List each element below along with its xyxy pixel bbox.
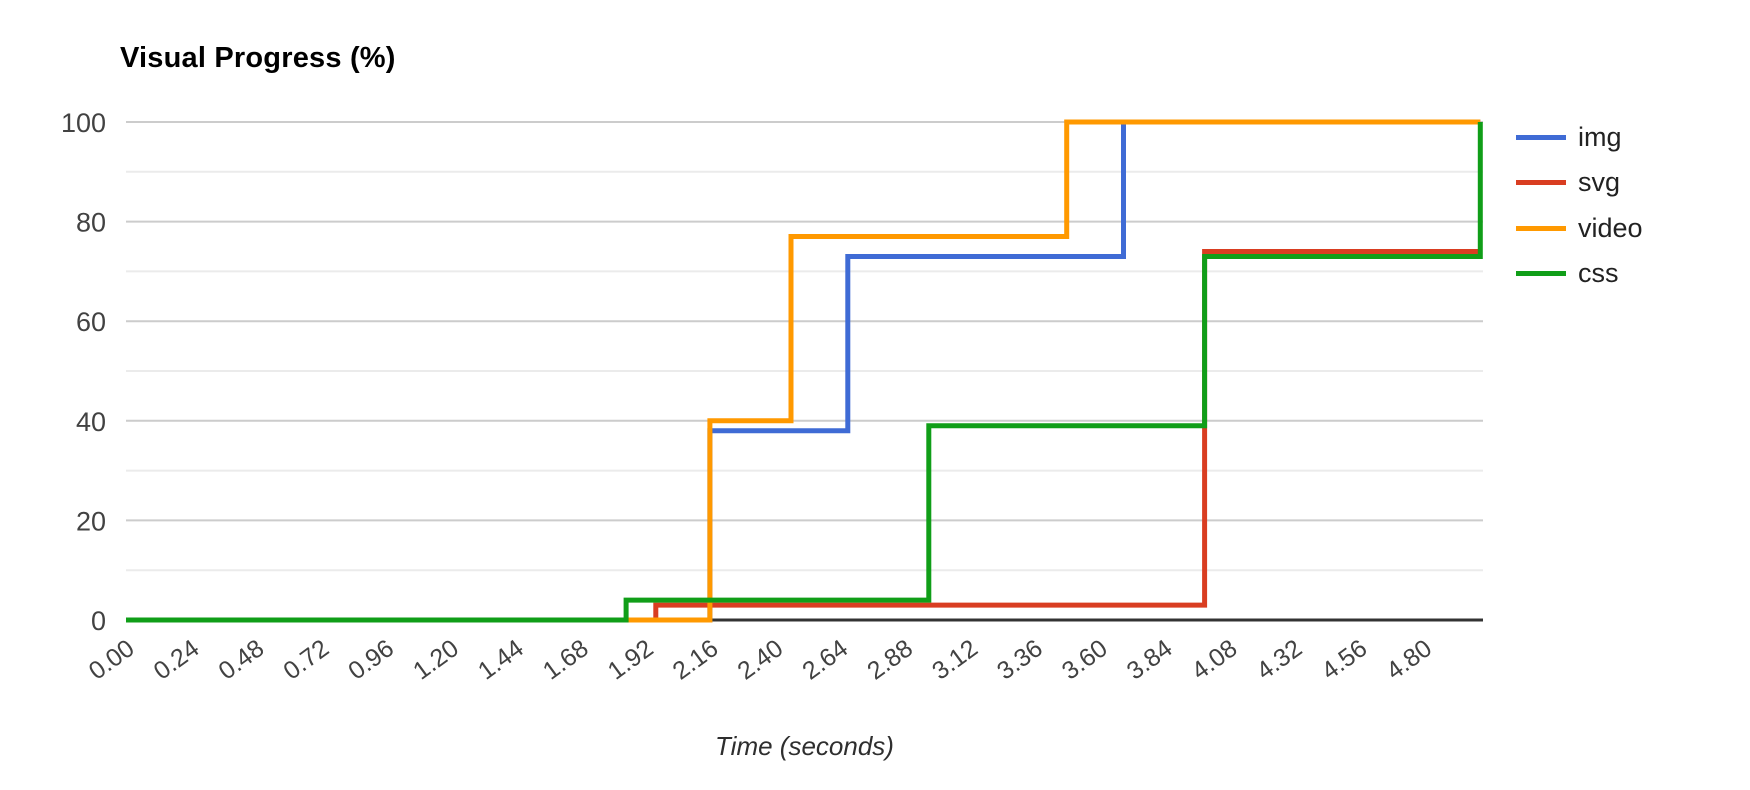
series-line-svg (126, 249, 1481, 623)
legend-item-img: img (1516, 122, 1622, 152)
legend-swatch-svg (1516, 179, 1566, 185)
legend-swatch-css (1516, 270, 1566, 276)
x-axis-title: Time (seconds) (715, 731, 894, 761)
x-tick-label: 2.88 (862, 634, 918, 685)
y-tick-label: 0 (91, 606, 106, 636)
legend-swatch-video (1516, 225, 1566, 231)
legend-item-video: video (1516, 213, 1643, 243)
y-tick-label: 40 (76, 407, 106, 437)
series-line-css (126, 122, 1483, 623)
legend-label: video (1578, 213, 1643, 243)
x-tick-label: 2.64 (797, 634, 853, 685)
x-tick-label: 4.32 (1251, 634, 1307, 685)
x-tick-label: 1.44 (473, 634, 529, 685)
series-line-video (126, 119, 1481, 623)
legend-label: css (1578, 258, 1619, 288)
y-tick-label: 20 (76, 506, 106, 536)
x-tick-label: 2.16 (668, 634, 724, 685)
legend-label: svg (1578, 167, 1621, 197)
x-tick-label: 4.08 (1187, 634, 1243, 685)
x-tick-label: 2.40 (732, 634, 788, 685)
x-tick-label: 3.60 (1057, 634, 1113, 685)
x-tick-label: 0.24 (149, 634, 205, 685)
chart-title: Visual Progress (%) (120, 42, 396, 74)
x-tick-label: 0.00 (84, 634, 140, 685)
legend-item-css: css (1516, 258, 1619, 288)
x-tick-label: 3.12 (927, 634, 983, 685)
legend-item-svg: svg (1516, 167, 1620, 197)
x-tick-label: 1.68 (538, 634, 594, 685)
x-tick-label: 0.48 (213, 634, 269, 685)
x-tick-label: 3.84 (1122, 634, 1178, 685)
x-tick-label: 3.36 (992, 634, 1048, 685)
y-tick-label: 100 (61, 108, 106, 138)
legend-label: img (1578, 122, 1622, 152)
x-tick-label: 1.20 (408, 634, 464, 685)
y-tick-label: 60 (76, 307, 106, 337)
x-tick-label: 4.80 (1381, 634, 1437, 685)
x-tick-label: 0.96 (343, 634, 399, 685)
legend-swatch-img (1516, 134, 1566, 140)
x-tick-label: 0.72 (278, 634, 334, 685)
x-tick-label: 1.92 (603, 634, 659, 685)
x-tick-label: 4.56 (1316, 634, 1372, 685)
y-tick-label: 80 (76, 208, 106, 238)
